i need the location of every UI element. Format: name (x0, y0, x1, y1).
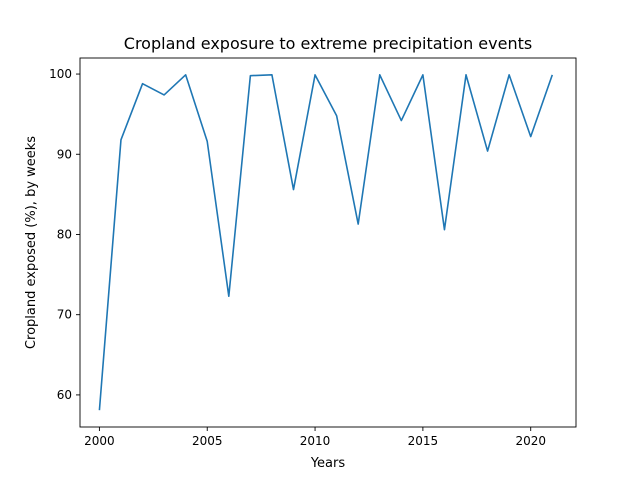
y-tick-label: 70 (57, 308, 72, 322)
x-tick-label: 2005 (192, 434, 223, 448)
y-tick-label: 60 (57, 388, 72, 402)
x-tick-label: 2000 (84, 434, 115, 448)
x-axis-ticks: 2000 2005 2010 2015 2020 (84, 427, 546, 448)
plot-area (80, 58, 576, 427)
y-axis-label: Cropland exposed (%), by weeks (24, 136, 39, 349)
y-tick-label: 100 (49, 67, 72, 81)
y-axis-ticks: 60 70 80 90 100 (49, 67, 80, 402)
chart-title: Cropland exposure to extreme precipitati… (124, 34, 532, 53)
x-tick-label: 2020 (515, 434, 546, 448)
series-line (98, 74, 554, 411)
x-axis-label: Years (310, 456, 346, 471)
x-tick-label: 2010 (300, 434, 331, 448)
y-tick-label: 80 (57, 227, 72, 241)
plot-frame (79, 57, 577, 428)
y-tick-label: 90 (57, 147, 72, 161)
x-tick-label: 2015 (408, 434, 439, 448)
